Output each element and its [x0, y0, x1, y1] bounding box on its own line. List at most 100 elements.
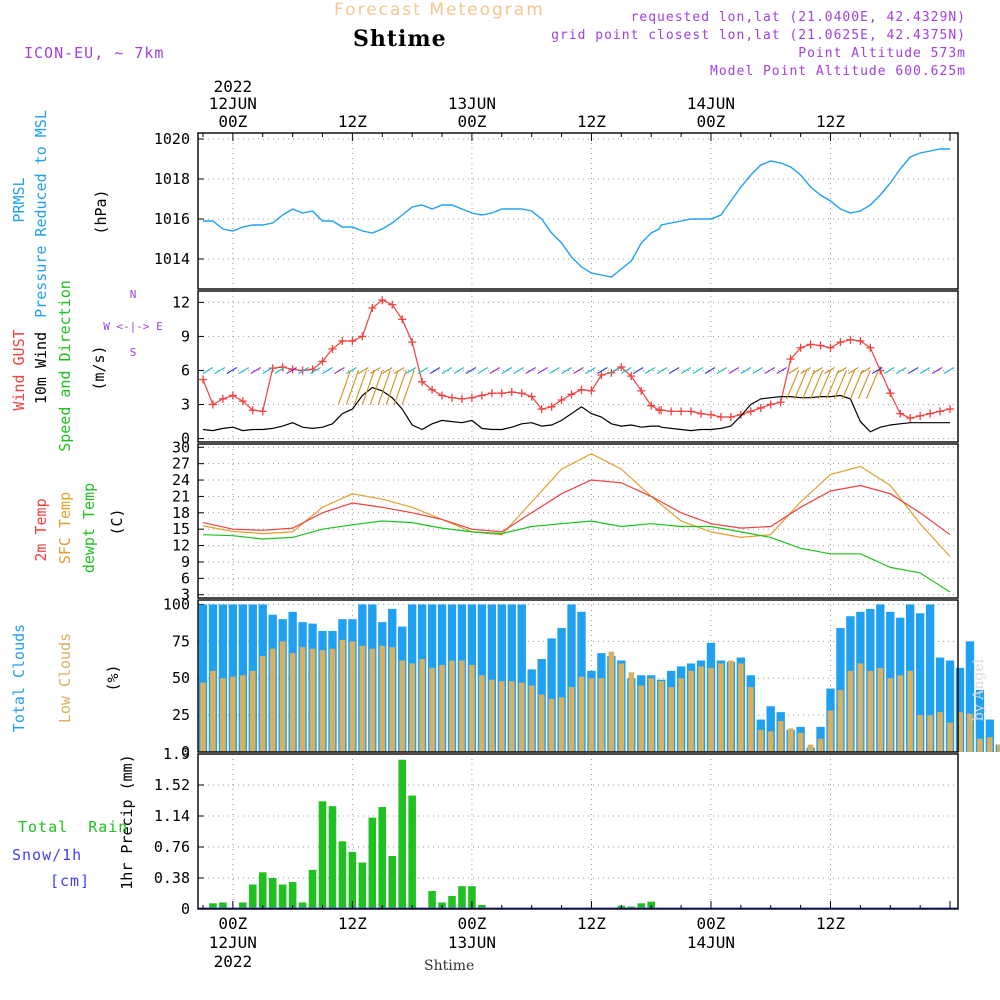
low-cloud-bar	[937, 712, 943, 752]
wind-barb	[818, 370, 832, 400]
wind-arrow	[692, 366, 704, 374]
xaxis-label: Shtime	[424, 958, 475, 974]
ytick-label: 1016	[154, 210, 190, 228]
gust-point	[936, 407, 945, 416]
wind-arrow	[334, 366, 345, 374]
wind-arrow	[656, 366, 668, 374]
rain-bar	[219, 902, 227, 909]
snow-unit-label: [cm]	[50, 872, 91, 890]
t2m-label: 2m Temp	[32, 498, 50, 561]
gust-point	[487, 389, 496, 398]
ytick-label: 0	[181, 430, 190, 448]
top-year-label: 2022	[214, 77, 253, 96]
low-cloud-bar	[757, 729, 764, 752]
temp-2m-line	[202, 479, 951, 536]
pressure-label-b: Pressure Reduced to MSL	[32, 110, 50, 318]
gust-point	[557, 395, 566, 404]
panel-frame	[197, 599, 959, 753]
low-cloud-bar	[289, 653, 296, 752]
wind-arrow	[429, 366, 441, 374]
sfc-temp-line	[202, 453, 951, 557]
low-cloud-bar	[469, 664, 475, 752]
wind-arrow	[931, 366, 943, 374]
gust-point	[228, 391, 237, 400]
low-cloud-bar	[479, 675, 485, 752]
top-time-label: 00Z	[697, 112, 726, 131]
low-cloud-bar	[389, 647, 396, 752]
top-time-label: 12Z	[577, 112, 606, 131]
wind-arrow	[441, 366, 453, 374]
low-cloud-bar	[827, 710, 834, 752]
wind-arrow	[716, 366, 728, 374]
gust-point	[756, 403, 765, 412]
wind-arrow	[286, 366, 297, 374]
wind-arrow	[202, 366, 214, 374]
dewpt-label: dewpt Temp	[80, 483, 98, 573]
ytick-label: 15	[172, 520, 190, 538]
gust-point	[238, 397, 247, 406]
low-cloud-bar	[269, 648, 276, 752]
ytick-label: 1018	[154, 170, 190, 188]
wind-arrow	[214, 366, 226, 374]
low-cloud-bar	[807, 744, 814, 752]
top-time-label: 14JUN	[687, 94, 735, 113]
wind-barb	[802, 370, 816, 400]
low-cloud-bar	[538, 694, 545, 752]
low-cloud-bar	[578, 676, 585, 752]
gust-point	[587, 386, 596, 395]
low-cloud-bar	[369, 648, 376, 752]
gust-point	[368, 304, 377, 313]
panel-frame	[197, 132, 959, 290]
low-cloud-bar	[449, 660, 455, 752]
ytick-label: 18	[172, 504, 190, 522]
wind-arrow	[477, 366, 489, 374]
gust-point	[268, 364, 277, 373]
snow-label: Snow/1h	[12, 846, 83, 864]
gust-point	[398, 315, 407, 324]
low-cloud-bar	[638, 685, 645, 752]
ytick-label: 25	[172, 706, 190, 724]
gust-point	[667, 407, 676, 416]
gust-point	[856, 336, 865, 345]
low-cloud-bar	[688, 670, 694, 752]
wind-arrow	[310, 366, 321, 374]
total-cloud-bar	[965, 641, 975, 752]
low-cloud-bar	[777, 721, 784, 752]
wind-arrow	[764, 366, 776, 374]
gust-point	[278, 363, 287, 372]
gust-point	[846, 335, 855, 344]
low-cloud-bar	[598, 678, 605, 752]
low-cloud-bar	[787, 728, 794, 752]
total-cloud-bar	[507, 604, 516, 752]
wind-barb	[810, 370, 824, 400]
low-cloud-bar	[528, 685, 535, 752]
low-clouds-label: Low Clouds	[56, 633, 74, 723]
total-cloud-bar	[955, 667, 965, 752]
gust-point	[916, 411, 925, 420]
wind-arrow	[226, 366, 238, 374]
low-cloud-bar	[499, 681, 505, 752]
bottom-time-label: 00Z	[457, 914, 486, 933]
gust-point	[746, 407, 755, 416]
wind-label: 10m Wind	[32, 332, 50, 404]
gust-point	[388, 300, 397, 309]
low-cloud-bar	[419, 659, 425, 752]
wind-arrow	[848, 366, 859, 374]
ytick-label: 9	[181, 553, 190, 571]
gust-point	[816, 341, 825, 350]
wind-arrow	[752, 366, 764, 374]
rain-bar	[278, 884, 287, 909]
ytick-label: 3	[181, 396, 190, 414]
low-cloud-bar	[518, 682, 525, 752]
low-cloud-bar	[977, 738, 983, 752]
wind-arrow	[274, 366, 285, 374]
total-cloud-bar	[915, 613, 925, 752]
bottom-time-label: 12Z	[577, 914, 606, 933]
gust-point	[806, 340, 815, 349]
wind-arrow	[597, 366, 608, 374]
ytick-label: 30	[172, 438, 190, 456]
low-cloud-bar	[907, 670, 913, 752]
gust-point	[836, 338, 845, 347]
total-cloud-bar	[925, 604, 935, 752]
low-cloud-bar	[917, 715, 923, 752]
